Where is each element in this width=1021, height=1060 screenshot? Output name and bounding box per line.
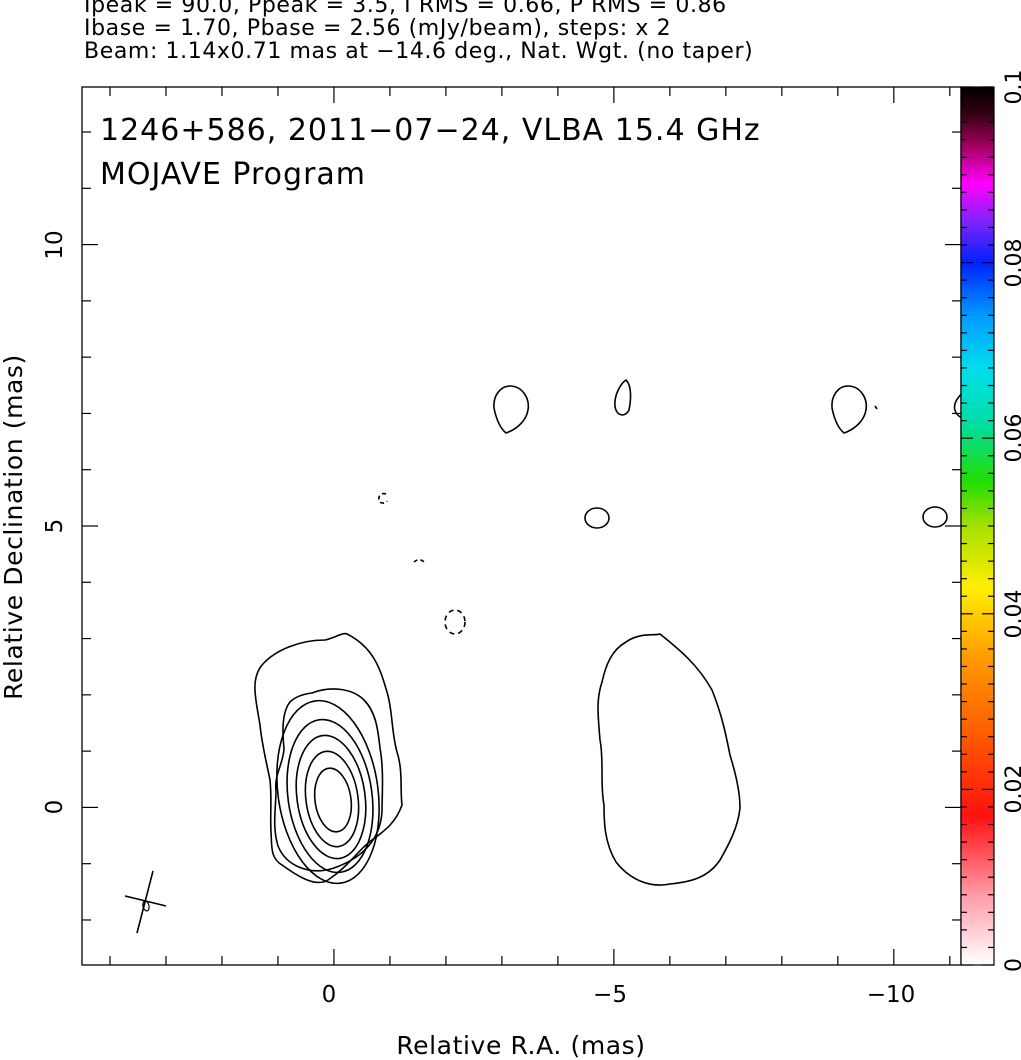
beam-ellipse [142, 900, 150, 912]
contour-p-blob-6 [922, 506, 948, 528]
colorbar-label-0.04: 0.04 [1002, 590, 1021, 639]
y-tick-label-5: 5 [42, 519, 68, 534]
map-header: Ipeak = 90.0, Ppeak = 3.5, I RMS = 0.66,… [84, 0, 984, 63]
x-tick-label-minus10: −10 [867, 982, 916, 1008]
contour-negative-2 [413, 559, 426, 565]
header-beam-info: Beam: 1.14x0.71 mas at −14.6 deg., Nat. … [84, 39, 754, 64]
contour-negative-1 [378, 492, 388, 504]
contour-negative-3 [444, 609, 466, 635]
y-tick-label-0: 0 [42, 800, 68, 815]
header-base-levels: Ibase = 1.70, Pbase = 2.56 (mJy/beam), s… [84, 16, 672, 41]
contour-p-blob-3 [831, 385, 868, 434]
colorbar-label-0.06: 0.06 [1002, 414, 1021, 463]
x-tick-label-0: 0 [322, 982, 337, 1008]
x-axis-ticks [109, 87, 951, 965]
x-tick-label-minus5: −5 [593, 982, 627, 1008]
contour-p-large [597, 633, 741, 886]
contour-layer [254, 378, 961, 886]
beam-marker [124, 870, 167, 934]
x-axis-label: Relative R.A. (mas) [396, 1031, 645, 1060]
colorbar-label-0.1: 0.1 [1002, 70, 1021, 105]
contour-i-level-3 [276, 699, 380, 885]
contour-p-blob-5 [584, 507, 610, 529]
y-axis-label: Relative Declination (mas) [0, 354, 28, 700]
colorbar-label-0.08: 0.08 [1002, 239, 1021, 288]
colorbar-ticks [961, 86, 994, 966]
plot-frame [81, 86, 962, 966]
source-title: 1246+586, 2011−07−24, VLBA 15.4 GHz [100, 113, 761, 148]
contour-i-level-7 [313, 767, 353, 833]
colorbar-label-0: 0 [1002, 958, 1021, 972]
y-axis-ticks [82, 131, 961, 921]
contour-i-level-6 [304, 750, 360, 848]
contour-p-blob-1 [493, 385, 530, 434]
contour-i-level-4 [286, 718, 374, 874]
contour-i-level-1 [254, 632, 403, 884]
contour-p-blob-2 [614, 378, 632, 416]
program-title: MOJAVE Program [100, 157, 366, 192]
contour-p-dot [874, 405, 878, 410]
contour-i-level-5 [295, 734, 367, 860]
colorbar-label-0.02: 0.02 [1002, 765, 1021, 814]
y-tick-label-10: 10 [42, 230, 68, 259]
header-intensity-stats: Ipeak = 90.0, Ppeak = 3.5, I RMS = 0.66,… [84, 0, 727, 18]
contour-p-blob-4 [953, 393, 961, 419]
